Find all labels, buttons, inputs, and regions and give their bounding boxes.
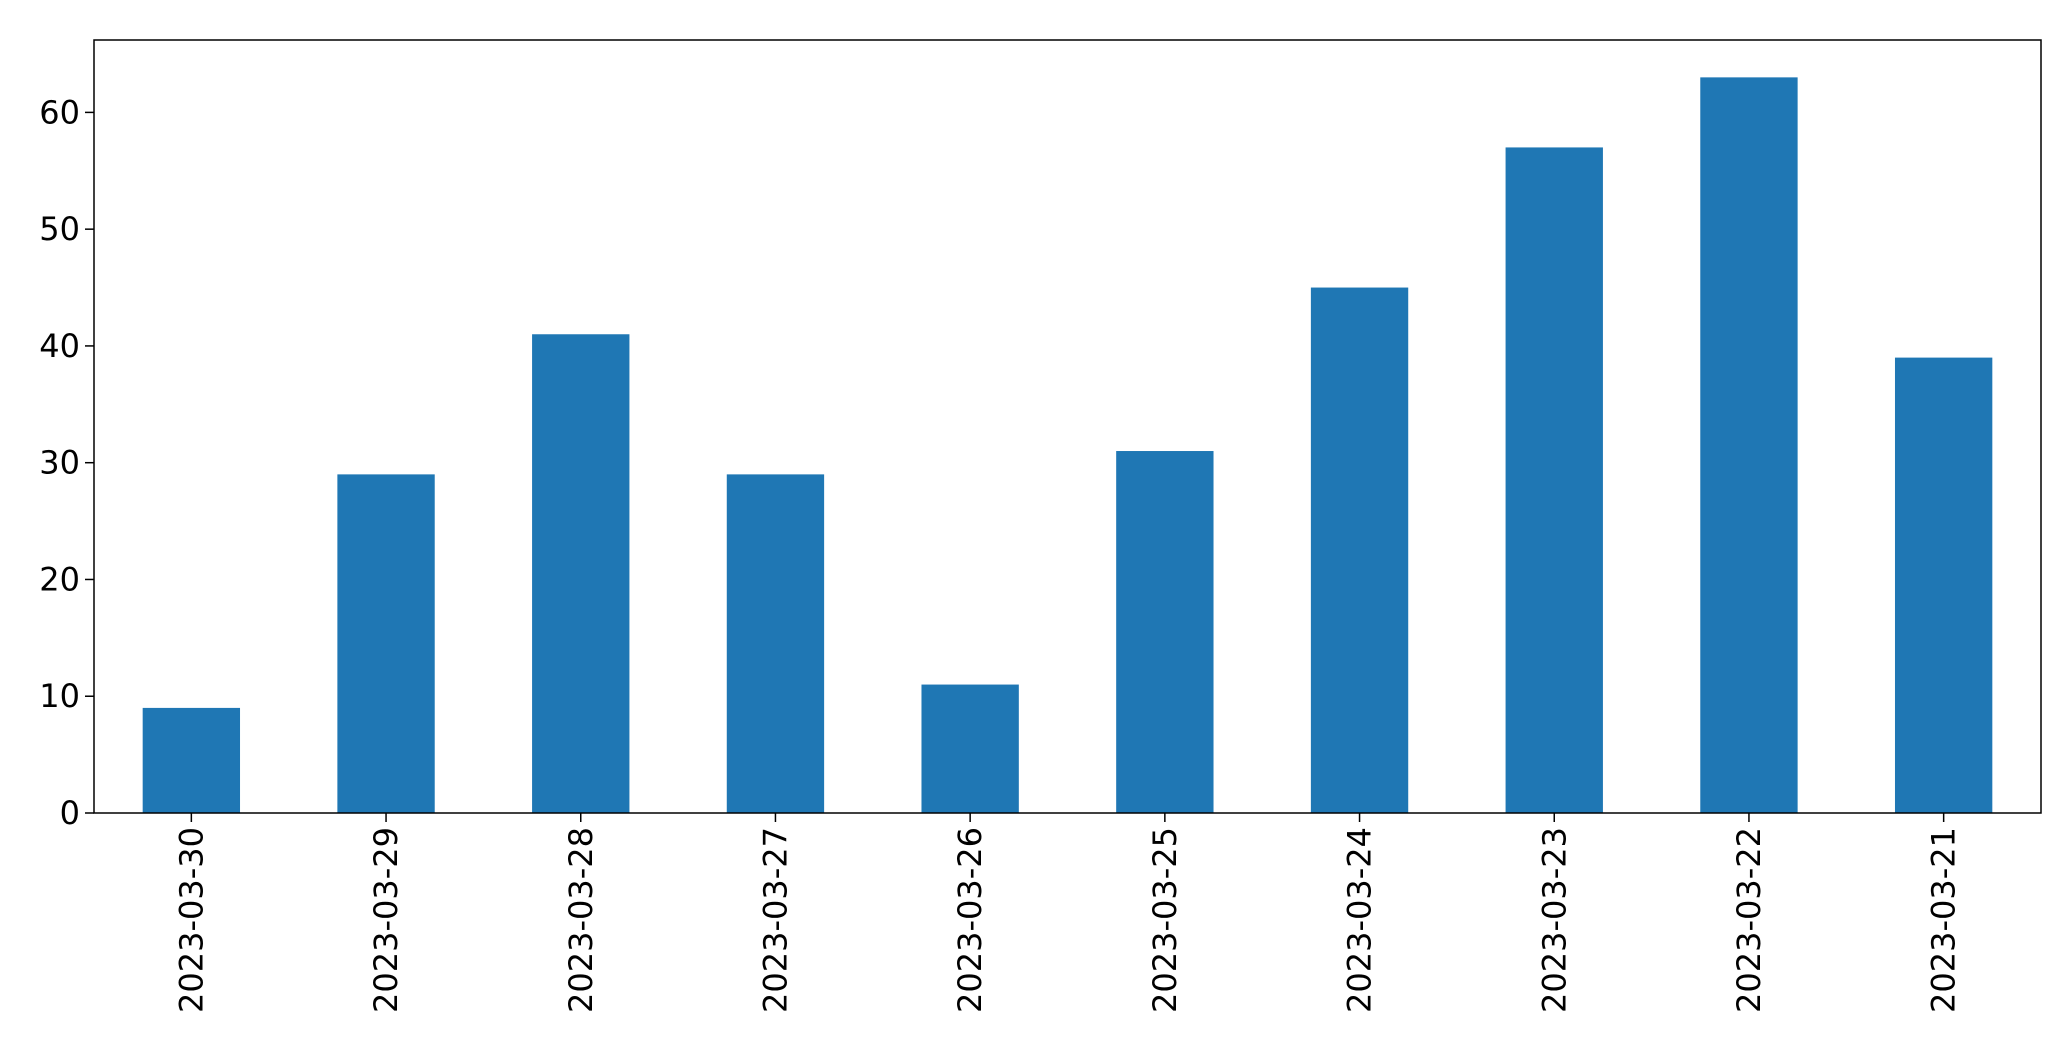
y-tick-label: 50: [39, 210, 80, 248]
bar-2023-03-21: [1894, 357, 1993, 813]
bar-2023-03-25: [1116, 451, 1214, 813]
x-axis: 2023-03-30 2023-03-29 2023-03-28 2023-03-27…: [172, 813, 1963, 1013]
bar-2023-03-24: [1310, 287, 1409, 813]
bar-2023-03-22: [1700, 77, 1798, 814]
x-tick-label: 2023-03-26: [951, 827, 989, 1013]
x-tick-label: 2023-03-21: [1925, 827, 1963, 1013]
bar-2023-03-29: [337, 474, 435, 813]
x-tick-label: 2023-03-23: [1535, 827, 1573, 1013]
bar-2023-03-30: [142, 707, 241, 813]
x-tick-label: 2023-03-30: [172, 827, 210, 1013]
bar-2023-03-26: [921, 684, 1019, 813]
y-tick-label: 30: [39, 444, 80, 482]
bar-2023-03-27: [726, 474, 825, 813]
y-tick-label: 40: [39, 327, 80, 365]
bar-2023-03-28: [532, 334, 630, 813]
x-tick-label: 2023-03-28: [562, 827, 600, 1013]
x-tick-label: 2023-03-24: [1341, 827, 1379, 1013]
x-tick-label: 2023-03-25: [1146, 827, 1184, 1013]
plot-frame: [93, 39, 2042, 814]
bars-group: [142, 77, 1993, 814]
x-tick-label: 2023-03-29: [367, 827, 405, 1013]
y-tick-label: 0: [60, 794, 80, 832]
x-tick-label: 2023-03-27: [756, 827, 794, 1013]
y-tick-label: 60: [39, 93, 80, 131]
x-tick-label: 2023-03-22: [1730, 827, 1768, 1013]
y-tick-label: 20: [39, 560, 80, 598]
y-axis: 0 10 20 30 40 50 60: [39, 93, 94, 832]
y-tick-label: 10: [39, 677, 80, 715]
bar-2023-03-23: [1505, 147, 1603, 814]
